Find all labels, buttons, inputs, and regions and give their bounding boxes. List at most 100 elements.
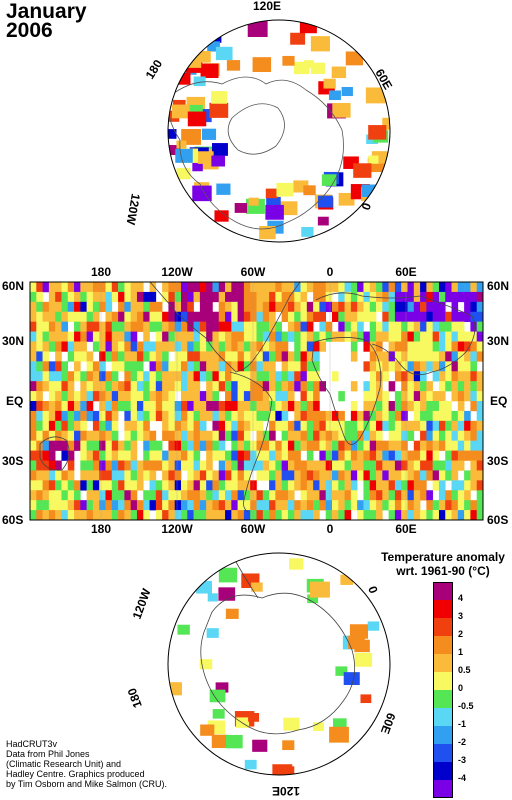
anomaly-cell <box>349 624 369 639</box>
anomaly-cell <box>313 722 324 731</box>
anomaly-cell <box>187 311 194 322</box>
anomaly-cell <box>451 301 459 313</box>
anomaly-cell <box>313 351 320 362</box>
anomaly-cell <box>287 450 295 461</box>
anomaly-cell <box>476 430 483 441</box>
anomaly-cell <box>30 341 37 352</box>
global-anomaly-cells <box>30 282 483 520</box>
anomaly-cell <box>464 351 471 362</box>
anomaly-cell <box>344 291 352 303</box>
anomaly-cell <box>394 282 402 293</box>
anomaly-cell <box>80 500 87 511</box>
anomaly-cell <box>325 331 333 342</box>
anomaly-cell <box>55 321 62 332</box>
anomaly-cell <box>174 311 182 322</box>
anomaly-cell <box>168 470 176 481</box>
anomaly-cell <box>243 391 251 402</box>
anomaly-cell <box>432 510 440 520</box>
anomaly-cell <box>407 331 415 342</box>
left-lat-label-30n: 30N <box>2 334 24 348</box>
anomaly-cell <box>363 282 371 293</box>
anomaly-cell <box>212 401 220 412</box>
anomaly-cell <box>318 195 333 208</box>
anomaly-cell <box>451 341 459 352</box>
anomaly-cell <box>92 381 100 392</box>
anomaly-cell <box>30 490 37 501</box>
anomaly-cell <box>174 440 182 451</box>
anomaly-cell <box>118 510 125 520</box>
anomaly-cell <box>426 341 433 352</box>
anomaly-cell <box>371 151 387 163</box>
anomaly-cell <box>287 351 295 362</box>
anomaly-cell <box>451 510 459 520</box>
anomaly-cell <box>256 321 264 332</box>
anomaly-cell <box>48 401 56 412</box>
anomaly-cell <box>199 341 207 352</box>
anomaly-cell <box>275 371 282 382</box>
anomaly-cell <box>124 410 131 422</box>
anomaly-cell <box>438 490 446 501</box>
anomaly-cell <box>86 391 94 402</box>
anomaly-cell <box>470 391 478 402</box>
anomaly-cell <box>124 351 131 362</box>
anomaly-cell <box>155 450 163 461</box>
anomaly-cell <box>30 301 37 313</box>
anomaly-cell <box>413 351 421 362</box>
anomaly-cell <box>282 740 295 751</box>
anomaly-cell <box>155 391 163 402</box>
anomaly-cell <box>124 331 131 342</box>
anomaly-cell <box>262 321 270 332</box>
anomaly-cell <box>294 510 301 520</box>
anomaly-cell <box>306 420 314 432</box>
anomaly-cell <box>193 391 201 402</box>
anomaly-cell <box>325 291 333 303</box>
anomaly-cell <box>300 361 308 372</box>
anomaly-cell <box>350 500 358 511</box>
anomaly-cell <box>300 480 308 491</box>
anomaly-cell <box>168 381 176 392</box>
anomaly-cell <box>30 371 37 382</box>
anomaly-cell <box>181 480 188 491</box>
anomaly-cell <box>176 140 187 149</box>
anomaly-cell <box>130 430 138 441</box>
left-lat-label-60n: 60N <box>2 279 24 293</box>
anomaly-cell <box>105 460 113 471</box>
anomaly-cell <box>325 321 333 332</box>
title-month: January <box>6 0 87 23</box>
anomaly-cell <box>175 72 191 85</box>
anomaly-cell <box>319 381 327 392</box>
anomaly-cell <box>118 361 125 372</box>
anomaly-cell <box>470 371 478 382</box>
anomaly-cell <box>350 401 358 412</box>
anomaly-cell <box>30 420 37 432</box>
anomaly-cell <box>407 490 415 501</box>
anomaly-cell <box>212 490 220 501</box>
anomaly-cell <box>187 361 194 372</box>
anomaly-cell <box>130 410 138 422</box>
anomaly-cell <box>281 500 289 511</box>
anomaly-cell <box>401 490 408 501</box>
anomaly-cell <box>225 401 232 412</box>
anomaly-cell <box>181 361 188 372</box>
anomaly-cell <box>111 381 119 392</box>
anomaly-cell <box>187 420 194 432</box>
anomaly-cell <box>407 391 415 402</box>
anomaly-cell <box>344 440 352 451</box>
anomaly-cell <box>225 301 232 313</box>
anomaly-cell <box>369 500 377 511</box>
anomaly-cell <box>111 460 119 471</box>
anomaly-cell <box>155 500 163 511</box>
anomaly-cell <box>206 331 213 342</box>
anomaly-cell <box>99 460 106 471</box>
anomaly-cell <box>294 371 301 382</box>
credit-line3: (Climatic Research Unit) and <box>6 759 122 769</box>
anomaly-cell <box>67 311 75 322</box>
anomaly-cell <box>36 311 43 322</box>
anomaly-cell <box>420 480 427 491</box>
anomaly-cell <box>363 430 371 441</box>
anomaly-cell <box>67 291 75 303</box>
anomaly-cell <box>306 301 314 313</box>
anomaly-cell <box>187 450 194 461</box>
anomaly-cell <box>42 460 50 471</box>
anomaly-cell <box>80 510 87 520</box>
